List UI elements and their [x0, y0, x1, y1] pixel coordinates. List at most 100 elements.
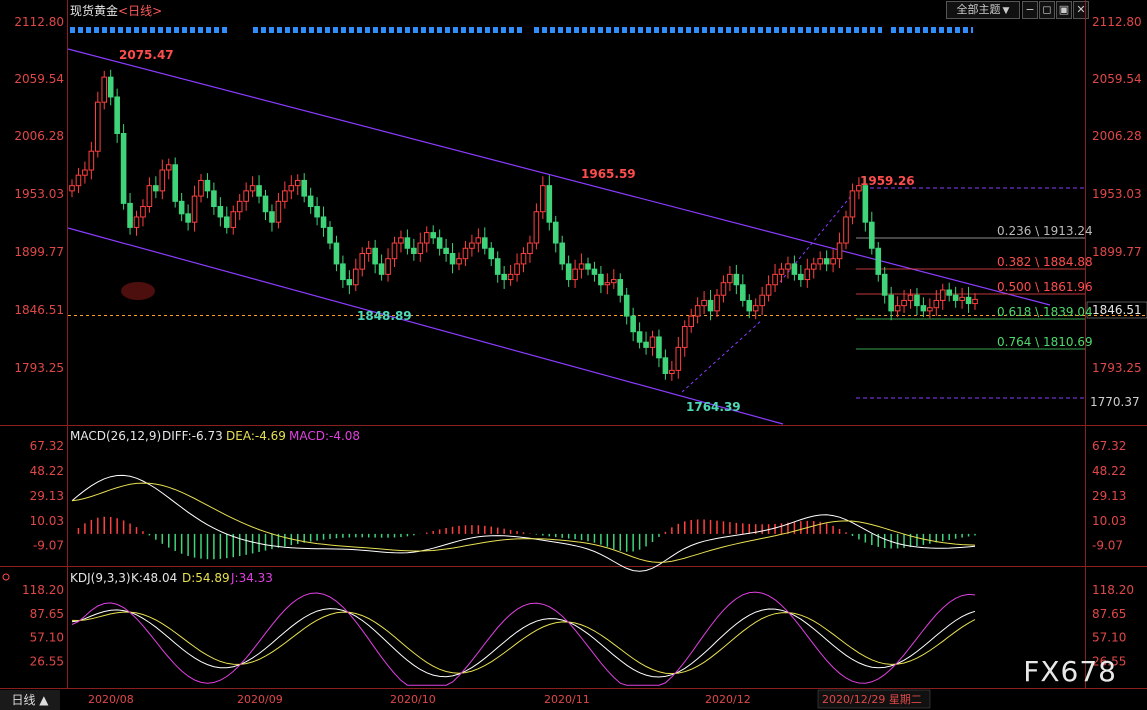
macd-diff: DIFF:-6.73: [162, 429, 223, 443]
candle-body: [598, 273, 604, 286]
candle-body: [849, 190, 856, 218]
x-axis: 2020/08 2020/09 2020/10 2020/11 2020/12 …: [88, 689, 931, 709]
candle-body: [669, 369, 675, 374]
candle-body: [604, 282, 611, 286]
candle-body: [869, 221, 875, 249]
candle-body: [894, 305, 901, 312]
candle-body: [727, 273, 733, 284]
candle-body: [114, 96, 120, 134]
price-tick: 2112.80: [1092, 15, 1142, 29]
price-tick: 1953.03: [1092, 187, 1142, 201]
candle-body: [694, 305, 701, 317]
candle-body: [804, 268, 811, 281]
price-annotations: 2075.47 1848.89 1965.59 1764.39 1959.26: [119, 48, 915, 414]
macd-tick: 10.03: [1092, 514, 1126, 528]
period-tab[interactable]: 日线 ▲: [0, 690, 60, 710]
price-tick: 2059.54: [14, 72, 64, 86]
candle-body: [204, 179, 211, 192]
chart-title: 现货黄金<日线>: [70, 2, 162, 19]
candle-body: [314, 206, 320, 218]
candle-body: [907, 294, 914, 301]
macd-tick: 10.03: [30, 514, 64, 528]
candle-body: [810, 263, 817, 270]
annotation-high-nov: 1965.59: [581, 167, 636, 181]
candle-body: [217, 206, 224, 218]
candle-body: [133, 216, 140, 228]
candle-body: [262, 195, 269, 213]
macd-tick: 48.22: [1092, 464, 1126, 478]
candle-body: [636, 331, 643, 343]
candle-body: [153, 185, 159, 192]
candle-body: [662, 357, 669, 374]
candle-body: [701, 299, 707, 307]
candle-body: [527, 242, 533, 254]
fib-label-0618: 0.618 \ 1839.04: [997, 305, 1093, 319]
candle-body: [514, 263, 520, 275]
candle-body: [185, 213, 191, 223]
candle-body: [785, 263, 791, 270]
candle-body: [591, 268, 598, 275]
watermark-logo: FX678: [1023, 655, 1117, 688]
candle-body: [469, 242, 475, 249]
candle-body: [372, 247, 378, 265]
annotation-low-nov: 1764.39: [686, 400, 741, 414]
candle-body: [617, 279, 624, 296]
macd-tick: -9.07: [33, 539, 64, 553]
candle-body: [385, 258, 391, 275]
candle-body: [656, 336, 662, 359]
candle-body: [643, 341, 649, 348]
candle-body: [346, 279, 353, 286]
candle-body: [972, 298, 978, 305]
candle-body: [552, 221, 559, 244]
candle-body: [191, 195, 198, 223]
candle-body: [836, 242, 843, 260]
candle-body: [75, 174, 82, 187]
candle-body: [778, 268, 785, 275]
macd-tick: 29.13: [1092, 489, 1126, 503]
minimize-button[interactable]: −: [1022, 1, 1038, 19]
candle-body: [791, 263, 798, 275]
candle-body: [365, 247, 372, 254]
candle-body: [327, 226, 333, 244]
macd-tick: 67.32: [1092, 439, 1126, 453]
panel-settings-icon[interactable]: [2, 573, 10, 581]
kdj-j: J:34.33: [230, 571, 273, 585]
price-axis-right: 2112.80 2059.54 2006.28 1953.03 1899.77 …: [1086, 15, 1147, 409]
candle-body: [230, 211, 237, 228]
candle-body: [288, 185, 295, 192]
maximize-button[interactable]: ▣: [1056, 1, 1072, 19]
candle-body: [798, 273, 804, 281]
candle-body: [630, 315, 636, 333]
candle-body: [714, 294, 720, 312]
candle-body: [585, 263, 591, 270]
price-tick: 2006.28: [1092, 129, 1142, 143]
candle-body: [101, 76, 108, 103]
candle-body: [572, 268, 578, 281]
macd-tick: 48.22: [30, 464, 64, 478]
candle-body: [275, 200, 282, 223]
theme-dropdown[interactable]: 全部主题 ▼: [946, 1, 1020, 19]
candle-body: [765, 284, 772, 296]
candle-body: [740, 284, 746, 301]
candle-body: [507, 273, 514, 281]
price-tick: 2112.80: [14, 15, 64, 29]
candle-body: [914, 294, 920, 307]
candle-body: [107, 76, 114, 98]
kdj-d: D:54.89: [182, 571, 230, 585]
period-label[interactable]: <日线>: [118, 4, 163, 18]
kdj-tick: 57.10: [1092, 631, 1126, 645]
candle-body: [830, 258, 836, 265]
instrument-name: 现货黄金: [70, 4, 119, 18]
fib-label-0764: 0.764 \ 1810.69: [997, 335, 1093, 349]
kdj-j-line: [71, 591, 976, 686]
macd-tick: 67.32: [30, 439, 64, 453]
restore-button[interactable]: ◻: [1039, 1, 1055, 19]
candle-body: [146, 185, 153, 208]
candle-body: [423, 232, 430, 244]
kdj-d-line: [71, 611, 976, 675]
trend-channel: [67, 48, 1051, 425]
candle-body: [211, 190, 217, 208]
candle-body: [920, 305, 927, 312]
macd-dea: DEA:-4.69: [226, 429, 286, 443]
